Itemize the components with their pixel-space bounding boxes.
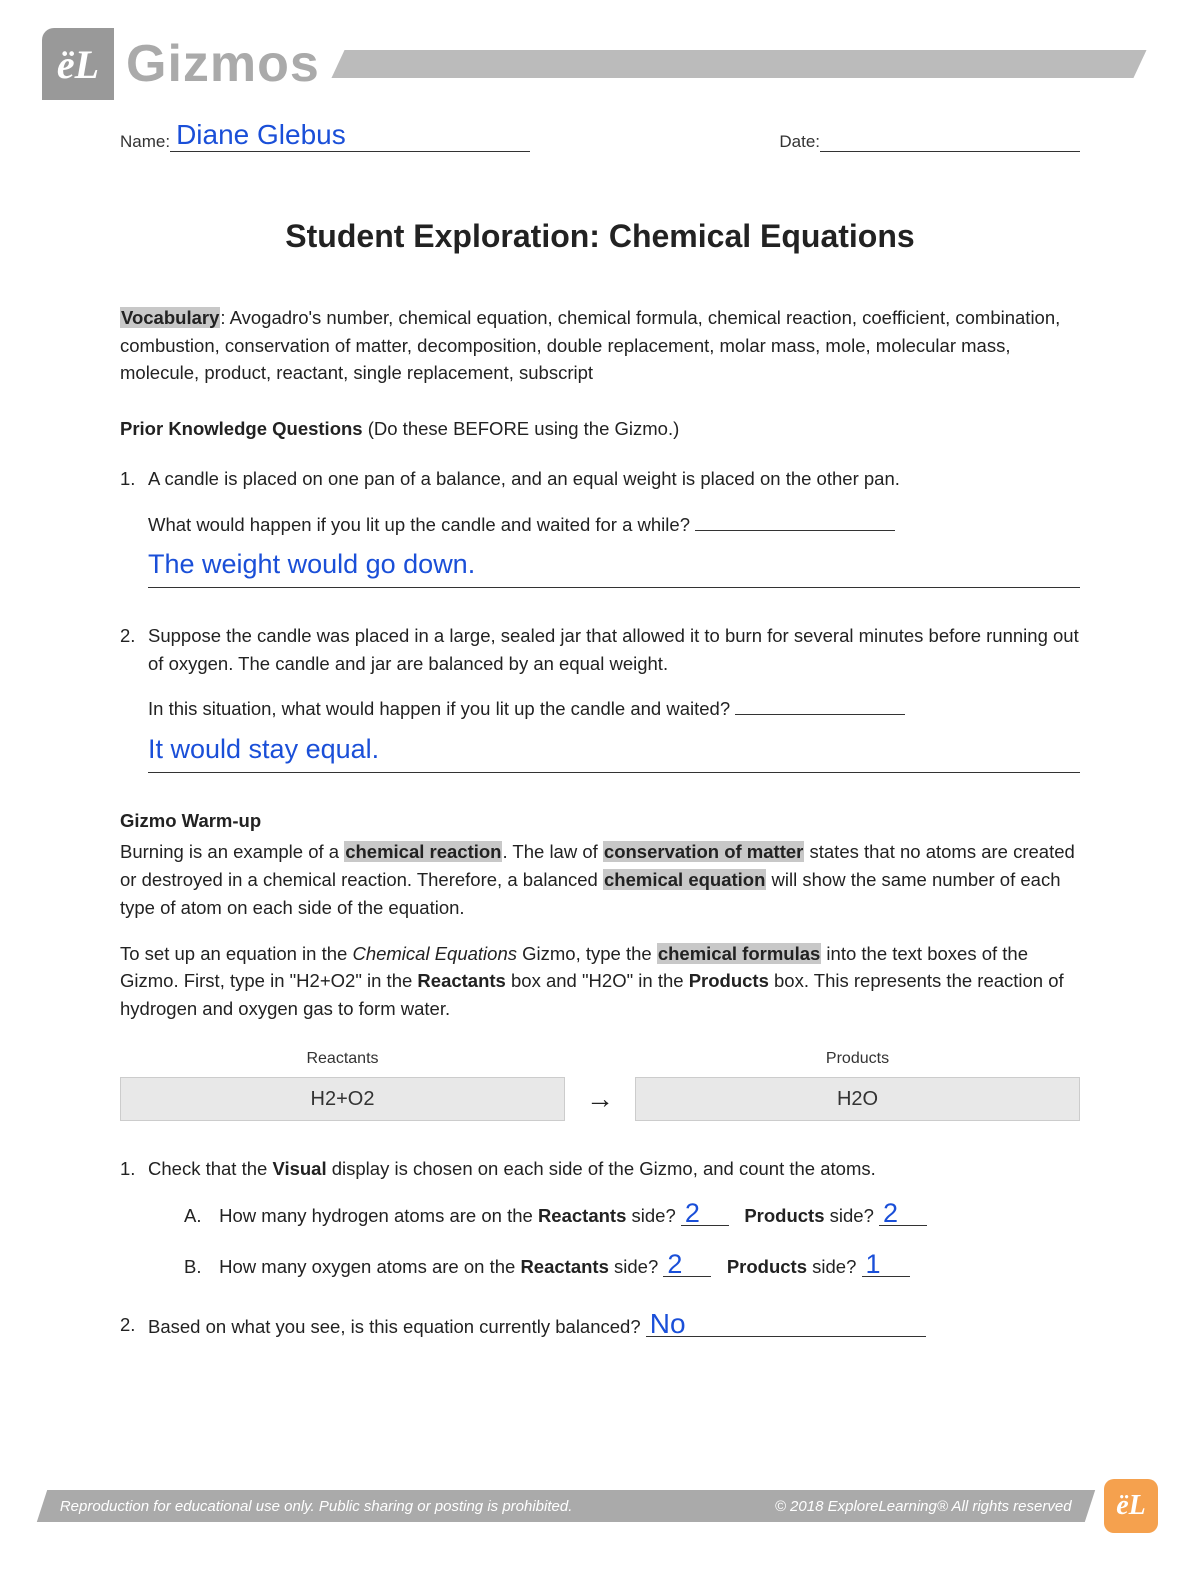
- wq1A-reactants-answer: 2: [681, 1201, 729, 1226]
- wq1B-reactants-answer: 2: [663, 1252, 711, 1277]
- footer-bar: Reproduction for educational use only. P…: [37, 1490, 1095, 1522]
- vocab-label: Vocabulary: [120, 307, 220, 328]
- prior-knowledge-heading: Prior Knowledge Questions (Do these BEFO…: [120, 415, 1080, 443]
- products-input[interactable]: H2O: [635, 1077, 1080, 1121]
- vocabulary-paragraph: Vocabulary: Avogadro's number, chemical …: [120, 304, 1080, 387]
- reactants-input[interactable]: H2+O2: [120, 1077, 565, 1121]
- warmup-question-1B: B. How many oxygen atoms are on the Reac…: [120, 1248, 1080, 1285]
- products-label: Products: [635, 1047, 1080, 1071]
- logo-glyph: ëL: [57, 41, 99, 88]
- reaction-input-box: Reactants Products H2+O2 → H2O: [120, 1047, 1080, 1121]
- question-2: 2. Suppose the candle was placed in a la…: [120, 622, 1080, 678]
- footer-logo-icon: ëL: [1104, 1479, 1158, 1533]
- name-label: Name:: [120, 132, 170, 152]
- warmup-question-1A: A. How many hydrogen atoms are on the Re…: [120, 1197, 1080, 1234]
- q2-blank-tail: [735, 697, 905, 715]
- wq1B-products-answer: 1: [862, 1252, 910, 1277]
- footer-right-text: © 2018 ExploreLearning® All rights reser…: [775, 1498, 1072, 1515]
- q1-blank-tail: [695, 513, 895, 531]
- question-2-sub: In this situation, what would happen if …: [120, 695, 1080, 772]
- name-date-row: Name: Diane Glebus Date:: [0, 110, 1200, 152]
- date-label: Date:: [779, 132, 820, 152]
- worksheet-page: ëL Gizmos Name: Diane Glebus Date: Stude…: [0, 28, 1200, 1581]
- content-body: Student Exploration: Chemical Equations …: [0, 152, 1200, 1341]
- warmup-paragraph-1: Burning is an example of a chemical reac…: [120, 838, 1080, 921]
- footer-left-text: Reproduction for educational use only. P…: [60, 1498, 573, 1515]
- logo-box: ëL: [42, 28, 114, 100]
- question-1-sub: What would happen if you lit up the cand…: [120, 511, 1080, 588]
- arrow-icon: →: [565, 1078, 635, 1120]
- warmup-question-2: 2. Based on what you see, is this equati…: [120, 1311, 1080, 1341]
- q2-answer: It would stay equal.: [148, 729, 1080, 773]
- vocab-text: : Avogadro's number, chemical equation, …: [120, 307, 1060, 384]
- warmup-paragraph-2: To set up an equation in the Chemical Eq…: [120, 940, 1080, 1023]
- brand-name: Gizmos: [126, 34, 320, 94]
- date-blank: [820, 130, 1080, 152]
- q1-answer: The weight would go down.: [148, 544, 1080, 588]
- warmup-question-1: 1. Check that the Visual display is chos…: [120, 1155, 1080, 1183]
- reactants-label: Reactants: [120, 1047, 565, 1071]
- wq2-answer: No: [646, 1311, 926, 1337]
- footer: Reproduction for educational use only. P…: [42, 1479, 1158, 1533]
- question-1: 1. A candle is placed on one pan of a ba…: [120, 465, 1080, 493]
- name-value: Diane Glebus: [170, 120, 530, 152]
- banner-tail: [331, 50, 1146, 78]
- warmup-heading: Gizmo Warm-up: [120, 807, 1080, 835]
- wq1A-products-answer: 2: [879, 1201, 927, 1226]
- header-banner: ëL Gizmos: [42, 28, 1200, 100]
- page-title: Student Exploration: Chemical Equations: [120, 212, 1080, 260]
